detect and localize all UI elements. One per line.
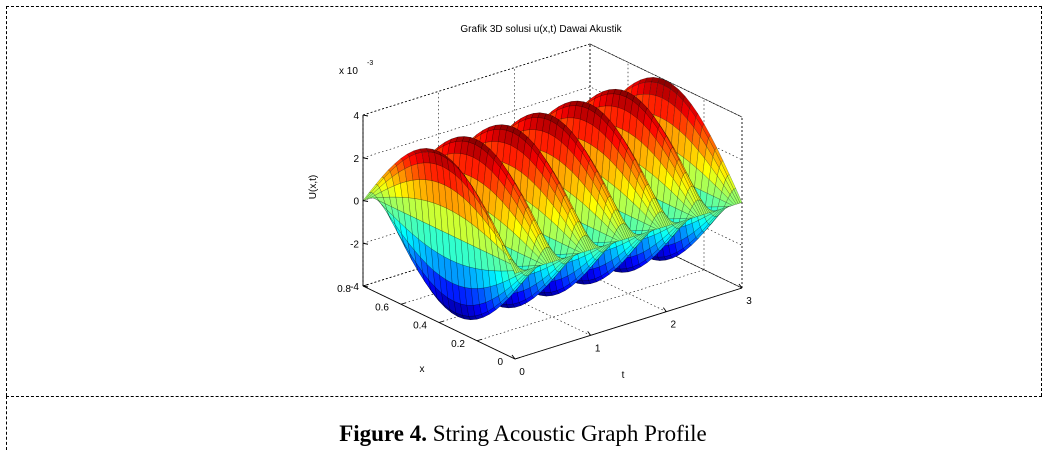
- t-axis-label: t: [622, 370, 625, 381]
- x-tick-label: 0.2: [451, 339, 465, 350]
- t-tick: [662, 307, 667, 312]
- frame-left-tail: [6, 396, 7, 450]
- z-tick: [362, 242, 369, 245]
- z-tick-label: -4: [350, 282, 359, 293]
- z-tick-label: 4: [353, 111, 359, 122]
- frame-bottom-rule: [6, 396, 1042, 397]
- z-scale-label: x 10: [339, 66, 358, 77]
- x-tick-label: 0.8: [337, 284, 351, 295]
- x-tick-label: 0.6: [375, 302, 389, 313]
- x-tick: [400, 302, 407, 305]
- x-tick-label: 0.4: [413, 321, 427, 332]
- surface-plot: Grafik 3D solusi u(x,t) Dawai Akustik x …: [308, 24, 752, 381]
- surface-mesh: [362, 77, 743, 320]
- x-tick: [438, 320, 445, 323]
- tick-labels: -4 -2 0 2 4 0 0.2 0.4 0.6 0.8 0 1 2 3: [337, 111, 752, 378]
- t-tick-label: 2: [671, 320, 677, 331]
- tick-marks: [362, 114, 743, 360]
- t-tick-label: 0: [519, 367, 525, 378]
- t-tick: [738, 283, 743, 289]
- axis-line: [514, 287, 743, 360]
- figure-frame: [6, 6, 1042, 396]
- chart-title: Grafik 3D solusi u(x,t) Dawai Akustik: [460, 24, 622, 35]
- x-axis-label: x: [420, 364, 425, 375]
- x-tick: [476, 338, 483, 342]
- box-edge: [362, 43, 591, 116]
- surface-cell: [508, 259, 518, 274]
- z-tick: [362, 200, 369, 202]
- z-tick-label: 2: [353, 154, 359, 165]
- caption-text: String Acoustic Graph Profile: [432, 421, 707, 446]
- t-tick-label: 1: [595, 343, 601, 354]
- z-tick: [362, 157, 369, 160]
- t-tick: [511, 354, 516, 360]
- t-tick: [587, 331, 592, 336]
- t-tick-label: 3: [746, 296, 752, 307]
- z-tick: [362, 114, 369, 117]
- x-tick: [362, 284, 369, 287]
- z-axis-label: U(x,t): [308, 175, 319, 199]
- z-tick-label: 0: [353, 197, 359, 208]
- x-tick-label: 0: [497, 357, 503, 368]
- z-scale-exponent: -3: [367, 60, 373, 67]
- figure-caption: Figure 4. String Acoustic Graph Profile: [0, 421, 1046, 447]
- x-tick: [514, 357, 521, 360]
- z-tick-label: -2: [350, 239, 359, 250]
- caption-label: Figure 4.: [339, 421, 427, 446]
